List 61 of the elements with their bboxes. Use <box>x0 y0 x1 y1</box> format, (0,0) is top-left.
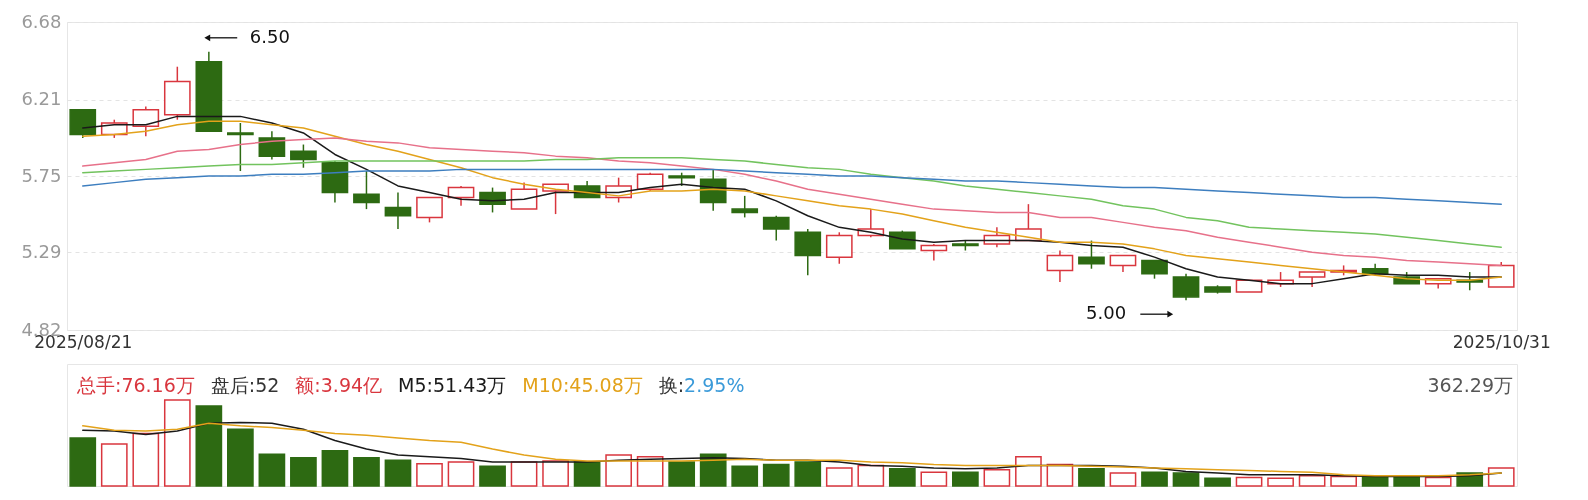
bar <box>290 456 317 487</box>
bar <box>857 464 885 487</box>
bar <box>100 443 128 487</box>
y-tick-label: 5.29 <box>21 240 62 262</box>
bar <box>605 454 632 487</box>
bar <box>794 461 822 487</box>
bar <box>321 450 349 487</box>
annotation: 6.50 <box>249 25 290 47</box>
bar <box>1046 463 1074 487</box>
bar <box>195 405 223 487</box>
bar <box>920 471 948 487</box>
bar <box>1015 456 1042 487</box>
bar <box>416 462 443 487</box>
text: 总手:76.16万 <box>76 374 195 396</box>
bar <box>258 453 286 487</box>
bar <box>1204 477 1231 487</box>
bar <box>668 461 696 487</box>
candlestick <box>227 122 254 172</box>
bar <box>1078 468 1105 487</box>
bar <box>825 467 853 487</box>
bar <box>163 399 191 487</box>
y-tick-label: 6.21 <box>21 88 62 110</box>
y-tick-label: 5.75 <box>21 164 62 186</box>
bar <box>1172 472 1200 487</box>
bar <box>447 461 475 487</box>
bar <box>1330 475 1357 487</box>
bar <box>69 437 97 487</box>
annotation: 5.00 <box>1086 302 1127 324</box>
bar <box>1487 467 1515 487</box>
bar <box>731 465 759 487</box>
bar <box>353 456 380 487</box>
bar <box>573 461 601 487</box>
bar <box>1235 476 1263 487</box>
y-tick-label: 6.68 <box>21 10 62 32</box>
bar <box>983 468 1011 487</box>
text: M5:51.43万 <box>398 374 507 396</box>
bar <box>542 460 569 487</box>
text: 362.29万 <box>1427 374 1513 396</box>
x-tick-label: 2025/10/31 <box>1452 331 1551 352</box>
text: 盘后:52 <box>210 374 280 396</box>
bar <box>132 432 160 487</box>
bar <box>1141 471 1168 487</box>
bar <box>952 471 979 487</box>
candlestick <box>731 195 759 219</box>
bar <box>479 465 506 487</box>
text: M10:45.08万 <box>522 374 643 396</box>
line-series <box>82 137 1502 267</box>
line-series <box>82 157 1502 248</box>
bar <box>1298 474 1326 487</box>
bar <box>1109 472 1137 487</box>
bar <box>1267 477 1294 487</box>
text: 额:3.94亿 <box>295 374 383 396</box>
line-series <box>82 168 1502 205</box>
text: 换:2.95% <box>658 374 745 396</box>
bar <box>888 468 916 487</box>
bar <box>227 428 254 487</box>
bar <box>1393 475 1421 487</box>
bar <box>510 461 538 487</box>
bar <box>762 463 790 487</box>
bar <box>1424 476 1452 487</box>
bar <box>384 459 412 487</box>
